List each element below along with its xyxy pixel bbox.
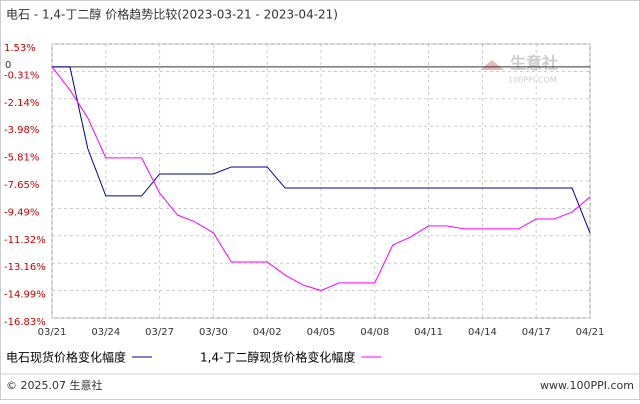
watermark-text: 生意社	[510, 54, 558, 73]
watermark: 生意社 100PPI.COM	[480, 54, 558, 85]
y-tick-label: -16.83%	[4, 317, 46, 328]
y-tick-label: 1.53%	[4, 43, 36, 54]
x-tick-label: 04/05	[307, 327, 336, 338]
x-tick-label: 04/17	[522, 327, 551, 338]
x-tick-label: 04/21	[576, 327, 605, 338]
footer-url: www.100PPI.com	[540, 379, 634, 392]
watermark-url: 100PPI.COM	[508, 76, 557, 85]
x-tick-label: 03/30	[199, 327, 228, 338]
x-tick-label: 03/27	[145, 327, 174, 338]
x-tick-label: 04/02	[253, 327, 282, 338]
y-tick-label: -3.98%	[4, 125, 39, 136]
data-line	[52, 66, 591, 234]
chart-title: 电石 - 1,4-丁二醇 价格趋势比较(2023-03-21 - 2023-04…	[6, 7, 338, 22]
data-line	[51, 66, 591, 292]
x-tick-label: 04/08	[360, 327, 389, 338]
y-tick-label: -14.99%	[4, 290, 46, 301]
y-tick-label: -0.31%	[4, 70, 39, 81]
x-tick-label: 03/24	[91, 327, 120, 338]
x-tick-label: 03/21	[38, 327, 67, 338]
footer-copyright: © 2025.07 生意社	[6, 378, 102, 392]
y-tick-label: -13.16%	[4, 262, 46, 273]
x-tick-label: 04/14	[468, 327, 497, 338]
legend-label: 1,4-丁二醇现货价格变化幅度	[200, 350, 355, 365]
y-tick-label: -9.49%	[4, 207, 39, 218]
y-tick-label: -11.32%	[4, 235, 46, 246]
y-tick-label: -2.14%	[4, 98, 39, 109]
watermark-logo	[480, 60, 504, 70]
y-tick-label: -5.81%	[4, 153, 39, 164]
zero-label: 0	[5, 60, 11, 71]
y-tick-label: -7.65%	[4, 180, 39, 191]
legend-label: 电石现货价格变化幅度	[6, 350, 126, 365]
x-tick-label: 04/11	[414, 327, 443, 338]
